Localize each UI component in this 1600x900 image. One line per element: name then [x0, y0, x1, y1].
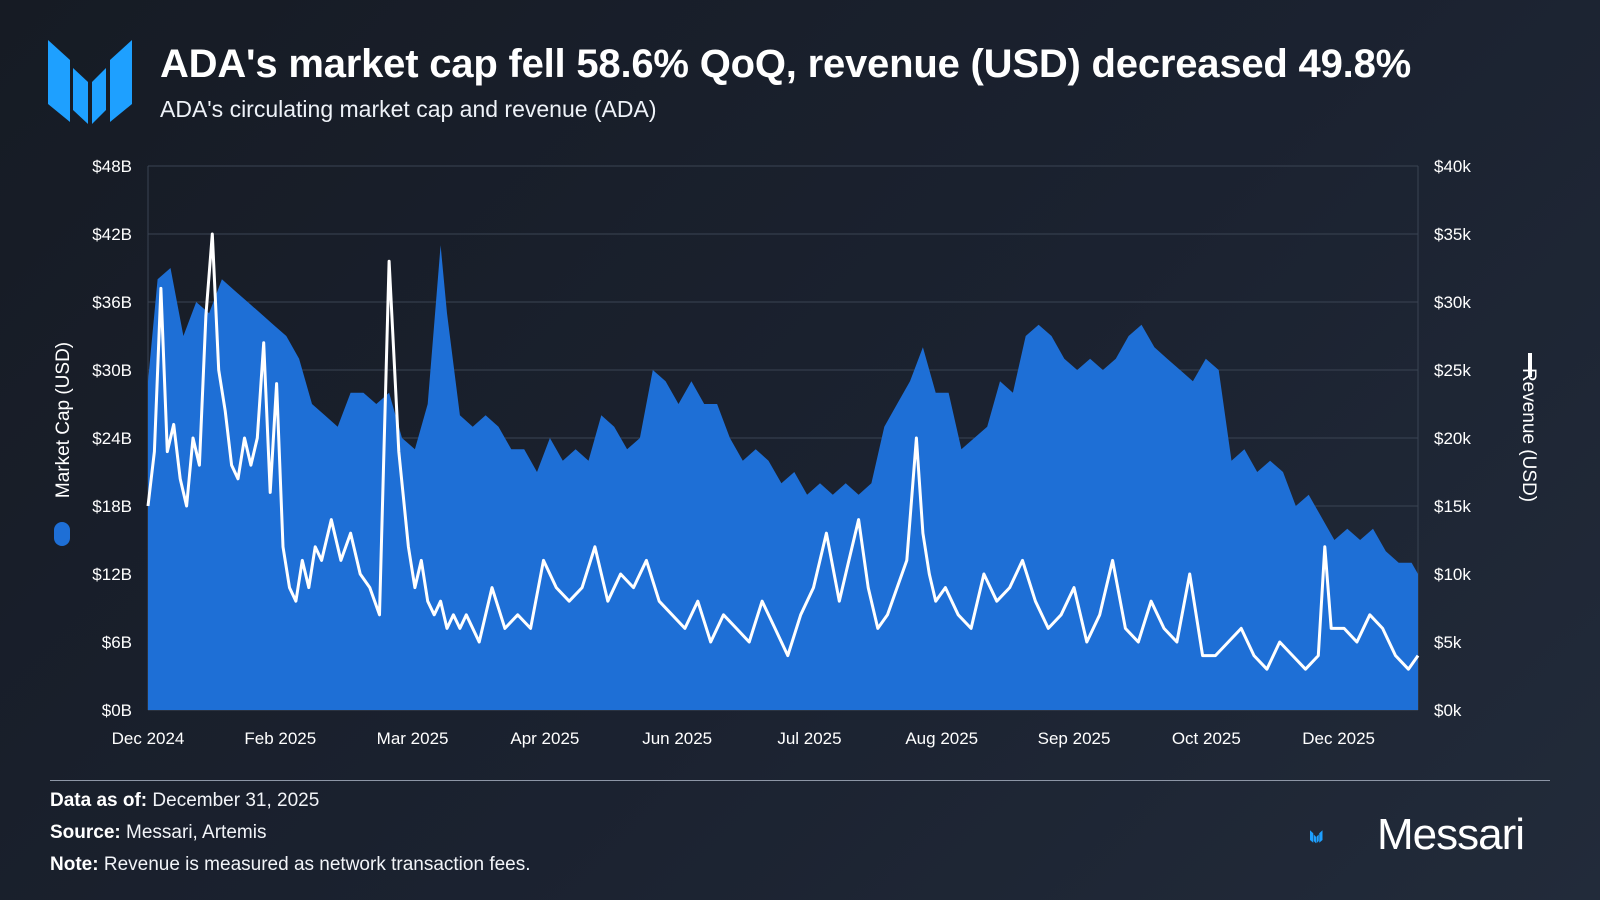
left-tick-label: $30B — [92, 361, 132, 380]
left-tick-label: $0B — [102, 701, 132, 720]
right-tick-label: $20k — [1434, 429, 1471, 448]
data-as-of-value: December 31, 2025 — [152, 790, 320, 811]
note: Note: Revenue is measured as network tra… — [50, 854, 531, 876]
right-tick-label: $25k — [1434, 361, 1471, 380]
note-value: Revenue is measured as network transacti… — [103, 854, 531, 875]
source-label: Source: — [50, 822, 121, 843]
x-tick-label: Apr 2025 — [510, 729, 579, 748]
messari-brand-logo-icon — [1310, 830, 1323, 844]
data-as-of: Data as of: December 31, 2025 — [50, 790, 319, 812]
left-tick-label: $6B — [102, 633, 132, 652]
chart-title: ADA's market cap fell 58.6% QoQ, revenue… — [160, 42, 1411, 86]
revenue-line-path — [146, 232, 1420, 671]
left-tick-label: $36B — [92, 293, 132, 312]
right-tick-label: $15k — [1434, 497, 1471, 516]
chart-subtitle: ADA's circulating market cap and revenue… — [160, 96, 657, 122]
footer-divider — [50, 780, 1550, 781]
revenue-legend-swatch — [1528, 353, 1532, 377]
chart-area: $0B $6B $12B $18B $24B $30B $36B $42B $48B $0k $5… — [53, 157, 1539, 748]
market-cap-legend-swatch — [54, 522, 70, 546]
left-tick-label: $12B — [92, 565, 132, 584]
market-cap-area — [148, 245, 1418, 711]
x-tick-label: Oct 2025 — [1172, 729, 1241, 748]
right-tick-label: $40k — [1434, 157, 1471, 176]
x-tick-label: Dec 2024 — [112, 729, 185, 748]
right-tick-label: $30k — [1434, 293, 1471, 312]
messari-logo-icon — [48, 40, 132, 124]
x-tick-label: Feb 2025 — [244, 729, 316, 748]
right-tick-label: $10k — [1434, 565, 1471, 584]
x-tick-label: Jul 2025 — [777, 729, 841, 748]
revenue-line — [146, 232, 1420, 671]
right-axis-title-group: Revenue (USD) — [1518, 368, 1539, 502]
x-tick-label: Dec 2025 — [1302, 729, 1375, 748]
source: Source: Messari, Artemis — [50, 822, 266, 844]
x-tick-label: Mar 2025 — [377, 729, 449, 748]
right-tick-label: $0k — [1434, 701, 1462, 720]
left-tick-label: $18B — [92, 497, 132, 516]
x-tick-label: Sep 2025 — [1038, 729, 1111, 748]
right-tick-label: $5k — [1434, 633, 1462, 652]
left-axis-title: Market Cap (USD) — [53, 342, 74, 498]
left-tick-label: $48B — [92, 157, 132, 176]
left-axis-title-group: Market Cap (USD) — [53, 342, 74, 498]
x-axis-ticks: Dec 2024 Feb 2025 Mar 2025 Apr 2025 Jun 2025… — [112, 729, 1375, 748]
note-label: Note: — [50, 854, 99, 875]
left-axis-ticks: $0B $6B $12B $18B $24B $30B $36B $42B $48B — [92, 157, 132, 720]
brand-name: Messari — [1377, 810, 1525, 859]
left-tick-label: $24B — [92, 429, 132, 448]
left-tick-label: $42B — [92, 225, 132, 244]
data-as-of-label: Data as of: — [50, 790, 148, 811]
right-axis-ticks: $0k $5k $10k $15k $20k $25k $30k $35k $40k — [1434, 157, 1471, 720]
right-tick-label: $35k — [1434, 225, 1471, 244]
x-tick-label: Aug 2025 — [905, 729, 978, 748]
x-tick-label: Jun 2025 — [642, 729, 712, 748]
market-cap-area-path — [148, 245, 1418, 711]
right-axis-title: Revenue (USD) — [1518, 368, 1539, 502]
source-value: Messari, Artemis — [126, 822, 267, 843]
